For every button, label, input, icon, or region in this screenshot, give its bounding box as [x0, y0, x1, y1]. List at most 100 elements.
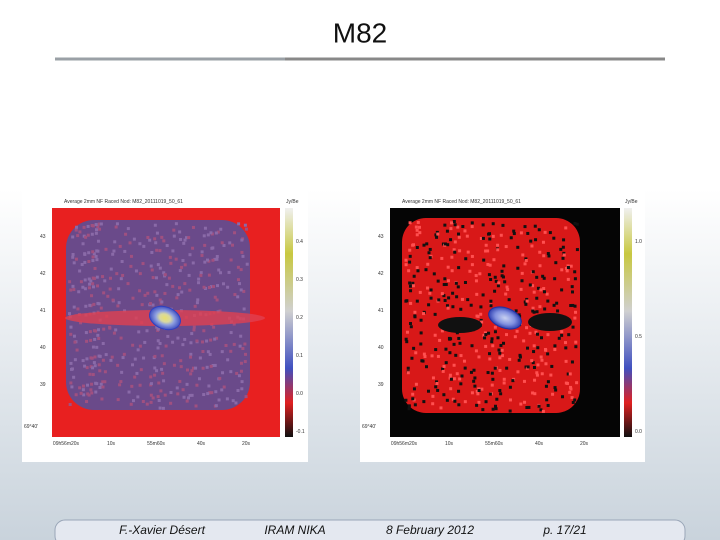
- texture: [95, 258, 99, 262]
- texture: [136, 348, 140, 352]
- texture: [562, 253, 566, 257]
- texture: [546, 252, 550, 256]
- texture: [424, 365, 428, 369]
- texture: [183, 263, 187, 267]
- texture: [479, 236, 483, 240]
- texture: [187, 236, 191, 240]
- texture: [447, 296, 451, 300]
- texture: [491, 234, 495, 238]
- texture: [213, 257, 217, 261]
- texture: [530, 244, 534, 248]
- texture: [517, 358, 521, 362]
- texture: [96, 301, 100, 305]
- x-tick-label: 40s: [535, 441, 544, 447]
- texture: [136, 395, 140, 399]
- texture: [535, 310, 539, 314]
- texture: [123, 249, 127, 253]
- texture: [154, 276, 158, 280]
- texture: [151, 276, 155, 280]
- texture: [240, 238, 244, 242]
- texture: [113, 240, 117, 244]
- texture: [99, 306, 103, 310]
- texture: [218, 309, 222, 313]
- texture: [550, 364, 554, 368]
- texture: [443, 223, 447, 227]
- texture: [538, 264, 542, 268]
- texture: [455, 295, 459, 299]
- texture: [168, 255, 172, 259]
- texture: [489, 299, 493, 303]
- texture: [131, 399, 135, 403]
- texture: [180, 265, 184, 269]
- texture: [457, 266, 461, 270]
- texture: [475, 292, 479, 296]
- texture: [538, 305, 542, 309]
- y-tick-label: 43: [40, 234, 46, 240]
- texture: [193, 304, 197, 308]
- texture: [500, 274, 504, 278]
- texture: [83, 364, 87, 368]
- texture: [158, 266, 162, 270]
- texture: [451, 397, 455, 401]
- colorbar-tick: -0.1: [296, 429, 305, 435]
- texture: [131, 343, 135, 347]
- texture: [115, 272, 119, 276]
- texture: [83, 287, 87, 291]
- texture: [457, 235, 461, 239]
- texture: [481, 223, 485, 227]
- texture: [575, 248, 579, 252]
- texture: [79, 280, 83, 284]
- texture: [85, 400, 89, 404]
- texture: [487, 232, 491, 236]
- texture: [75, 225, 79, 229]
- texture: [181, 388, 185, 392]
- texture: [97, 363, 101, 367]
- texture: [163, 291, 167, 295]
- texture: [117, 287, 121, 291]
- texture: [498, 389, 502, 393]
- texture: [194, 366, 198, 370]
- texture: [155, 248, 159, 252]
- texture: [463, 366, 467, 370]
- texture: [111, 252, 115, 256]
- texture: [463, 229, 467, 233]
- texture: [414, 225, 418, 229]
- texture: [102, 291, 106, 295]
- texture: [434, 233, 438, 237]
- texture: [415, 266, 419, 270]
- texture: [434, 385, 438, 389]
- texture: [83, 252, 87, 256]
- texture: [490, 340, 494, 344]
- texture: [103, 370, 107, 374]
- footer-page: p. 17/21: [542, 523, 586, 537]
- texture: [502, 341, 506, 345]
- texture: [444, 282, 448, 286]
- texture: [476, 314, 480, 318]
- texture: [96, 284, 100, 288]
- texture: [180, 290, 184, 294]
- x-tick-label: 40s: [197, 441, 206, 447]
- texture: [412, 346, 416, 350]
- texture: [220, 350, 224, 354]
- texture: [216, 284, 220, 288]
- texture: [197, 377, 201, 381]
- texture: [229, 331, 233, 335]
- texture: [509, 236, 513, 240]
- texture: [131, 296, 135, 300]
- texture: [160, 300, 164, 304]
- texture: [153, 373, 157, 377]
- texture: [484, 249, 488, 253]
- texture: [461, 225, 465, 229]
- texture: [236, 278, 240, 282]
- texture: [94, 231, 98, 235]
- texture: [68, 403, 72, 407]
- texture: [554, 388, 558, 392]
- texture: [517, 313, 521, 317]
- texture: [211, 258, 215, 262]
- texture: [150, 268, 154, 272]
- texture: [205, 365, 209, 369]
- texture: [456, 225, 460, 229]
- texture: [516, 245, 520, 249]
- texture: [546, 299, 550, 303]
- texture: [460, 374, 464, 378]
